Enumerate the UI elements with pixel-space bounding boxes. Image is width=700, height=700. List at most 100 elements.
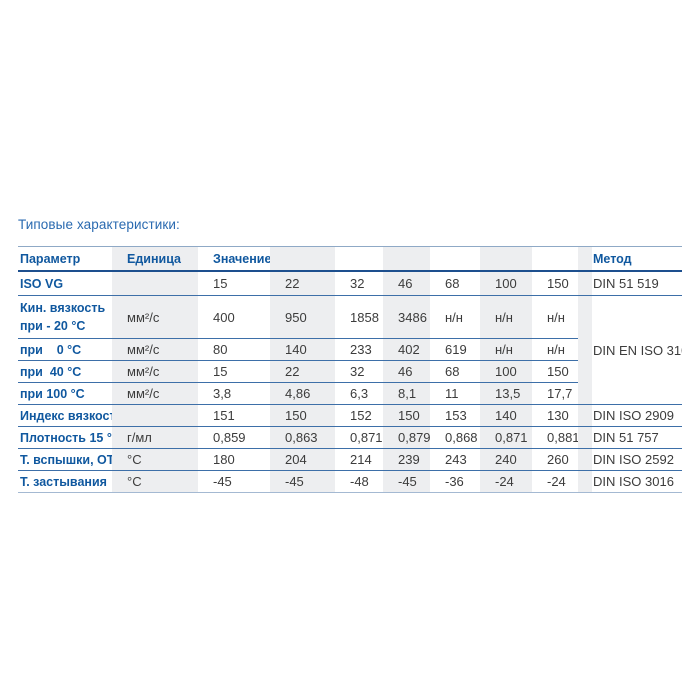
value-cell: -24 [480, 470, 532, 493]
value-cell: 100 [480, 271, 532, 296]
method-cell: DIN 51 757 [592, 426, 682, 449]
stripe-spacer [578, 246, 592, 272]
row-label-line2: при - 20 °C [20, 319, 86, 333]
value-cell: 243 [430, 448, 480, 471]
value-cell: 13,5 [480, 382, 532, 405]
value-cell: 204 [270, 448, 335, 471]
col-header-empty [430, 246, 480, 272]
row-label: Плотность 15 °C [18, 426, 112, 449]
table-row-viscosity-0: при 0 °C мм²/с 80 140 233 402 619 н/н н/… [18, 338, 682, 361]
value-cell: 0,881 [532, 426, 578, 449]
value-cell: -48 [335, 470, 383, 493]
value-cell: 130 [532, 404, 578, 427]
col-header-value: Значение [198, 246, 270, 272]
value-cell: -45 [198, 470, 270, 493]
unit-cell: мм²/с [112, 295, 198, 339]
value-cell: 0,871 [480, 426, 532, 449]
value-cell: 32 [335, 360, 383, 383]
value-cell: 3,8 [198, 382, 270, 405]
value-cell: -45 [270, 470, 335, 493]
value-cell: 239 [383, 448, 430, 471]
value-cell: н/н [532, 338, 578, 361]
value-cell: -45 [383, 470, 430, 493]
value-cell: 32 [335, 271, 383, 296]
unit-cell: мм²/с [112, 338, 198, 361]
value-cell: 214 [335, 448, 383, 471]
value-cell: 6,3 [335, 382, 383, 405]
method-cell: DIN ISO 3016 [592, 470, 682, 493]
unit-cell: °C [112, 470, 198, 493]
value-cell: -24 [532, 470, 578, 493]
value-cell: 46 [383, 360, 430, 383]
value-cell: 619 [430, 338, 480, 361]
value-cell: 150 [270, 404, 335, 427]
row-label: Т. застывания [18, 470, 112, 493]
value-cell: 151 [198, 404, 270, 427]
col-header-empty [480, 246, 532, 272]
unit-cell: мм²/с [112, 382, 198, 405]
table-row-density: Плотность 15 °C г/мл 0,859 0,863 0,871 0… [18, 426, 682, 449]
col-header-empty [532, 246, 578, 272]
stripe-spacer [578, 470, 592, 493]
table-row-viscosity-minus20: Кин. вязкость при - 20 °C мм²/с 400 950 … [18, 295, 682, 405]
value-cell: -36 [430, 470, 480, 493]
value-cell: н/н [480, 338, 532, 361]
method-cell: DIN ISO 2909 [592, 404, 682, 427]
unit-cell: °C [112, 448, 198, 471]
col-header-unit: Единица [112, 246, 198, 272]
value-cell: н/н [430, 295, 480, 339]
page-content: Типовые характеристики: Параметр Единица… [18, 217, 682, 493]
value-cell: н/н [480, 295, 532, 339]
value-cell: 11 [430, 382, 480, 405]
method-cell: DIN 51 519 [592, 271, 682, 296]
row-label: при 100 °C [18, 382, 112, 405]
value-cell: 17,7 [532, 382, 578, 405]
col-header-empty [335, 246, 383, 272]
stripe-spacer [578, 404, 592, 427]
value-cell: 22 [270, 271, 335, 296]
value-cell: 68 [430, 360, 480, 383]
stripe-spacer [578, 271, 592, 296]
method-cell: DIN ISO 2592 [592, 448, 682, 471]
table-row-iso-vg: ISO VG 15 22 32 46 68 100 150 DIN 51 519 [18, 271, 682, 296]
value-cell: 15 [198, 360, 270, 383]
table-row-flash-point: Т. вспышки, ОТ °C 180 204 214 239 243 24… [18, 448, 682, 471]
value-cell: 46 [383, 271, 430, 296]
value-cell: 150 [532, 360, 578, 383]
value-cell: 0,879 [383, 426, 430, 449]
value-cell: 140 [480, 404, 532, 427]
value-cell: 8,1 [383, 382, 430, 405]
value-cell: 68 [430, 271, 480, 296]
table-row-pour-point: Т. застывания °C -45 -45 -48 -45 -36 -24… [18, 470, 682, 493]
stripe-spacer [578, 426, 592, 449]
value-cell: н/н [532, 295, 578, 339]
value-cell: 150 [532, 271, 578, 296]
value-cell: 233 [335, 338, 383, 361]
table-row-viscosity-40: при 40 °C мм²/с 15 22 32 46 68 100 150 [18, 360, 682, 383]
row-label: при 40 °C [18, 360, 112, 383]
value-cell: 0,871 [335, 426, 383, 449]
value-cell: 240 [480, 448, 532, 471]
value-cell: 22 [270, 360, 335, 383]
value-cell: 4,86 [270, 382, 335, 405]
value-cell: 80 [198, 338, 270, 361]
col-header-method: Метод [592, 246, 682, 272]
value-cell: 0,868 [430, 426, 480, 449]
table-row-viscosity-index: Индекс вязкости 151 150 152 150 153 140 … [18, 404, 682, 427]
unit-cell: мм²/с [112, 360, 198, 383]
method-cell-viscosity: DIN EN ISO 3104 [592, 295, 682, 405]
value-cell: 260 [532, 448, 578, 471]
row-label-line1: Кин. вязкость [20, 301, 106, 315]
value-cell: 0,859 [198, 426, 270, 449]
value-cell: 1858 [335, 295, 383, 339]
value-cell: 3486 [383, 295, 430, 339]
row-label: при 0 °C [18, 338, 112, 361]
value-cell: 140 [270, 338, 335, 361]
table-row-viscosity-100: при 100 °C мм²/с 3,8 4,86 6,3 8,1 11 13,… [18, 382, 682, 405]
unit-cell [112, 404, 198, 427]
section-title: Типовые характеристики: [18, 217, 180, 232]
row-label: Т. вспышки, ОТ [18, 448, 112, 471]
unit-cell [112, 271, 198, 296]
value-cell: 15 [198, 271, 270, 296]
value-cell: 153 [430, 404, 480, 427]
